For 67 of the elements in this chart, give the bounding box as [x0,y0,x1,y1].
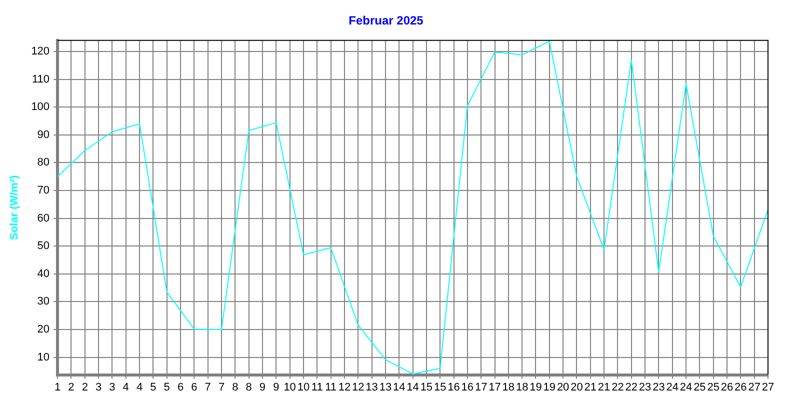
x-tick-label: 18 [502,381,515,394]
x-tick-label: 3 [95,381,102,394]
y-tick-label: 70 [37,184,50,197]
x-tick-label: 5 [150,381,156,394]
y-tick-label: 40 [37,268,50,280]
x-tick-label: 12 [338,381,351,394]
y-tick-label: 20 [37,324,50,336]
x-tick-label: 11 [325,381,337,394]
x-tick-label: 27 [748,381,760,394]
x-tick-label: 6 [191,381,198,394]
x-tick-label: 9 [273,381,280,394]
x-tick-label: 20 [556,381,570,394]
y-tick-label: 50 [37,240,50,252]
chart-title: Februar 2025 [348,14,424,28]
y-axis-title: Solar (W/m²) [8,174,21,240]
x-tick-label: 25 [694,381,706,394]
x-tick-label: 24 [680,381,692,394]
y-tick-label: 80 [37,156,50,169]
x-tick-label: 17 [488,381,501,394]
x-tick-label: 2 [82,381,88,394]
x-tick-label: 26 [734,381,747,394]
x-tick-label: 4 [136,381,143,394]
y-tick-label: 100 [31,101,50,114]
x-tick-label: 13 [379,381,392,394]
x-tick-label: 25 [707,381,720,394]
x-tick-label: 6 [177,381,184,394]
x-tick-label: 23 [638,381,652,394]
y-tick-label: 10 [37,351,50,364]
x-tick-label: 10 [284,381,296,394]
x-tick-label: 19 [530,381,542,394]
x-tick-label: 5 [164,381,170,394]
x-tick-label: 22 [625,381,638,394]
x-tick-label: 15 [434,381,446,394]
x-tick-label: 2 [68,381,74,394]
x-tick-label: 18 [516,381,528,394]
x-tick-label: 14 [406,381,419,394]
x-tick-label: 16 [448,381,460,394]
x-tick-label: 27 [762,381,774,394]
x-tick-label: 19 [543,381,556,394]
x-tick-label: 8 [232,381,238,394]
x-tick-label: 7 [218,381,225,394]
y-tick-label: 120 [31,46,50,58]
x-tick-label: 3 [109,381,116,394]
x-tick-label: 21 [598,381,610,394]
x-tick-label: 1 [54,381,61,394]
x-tick-label: 16 [461,381,474,394]
x-tick-label: 21 [584,381,597,394]
x-tick-label: 24 [666,381,678,394]
x-tick-label: 26 [720,381,734,394]
x-tick-label: 17 [474,381,488,394]
y-tick-label: 60 [37,212,50,224]
x-tick-label: 9 [259,381,266,394]
x-tick-label: 15 [420,381,433,394]
x-tick-label: 12 [352,381,364,394]
x-tick-label: 10 [297,381,310,394]
x-tick-label: 7 [204,381,211,394]
x-tick-label: 13 [366,381,378,394]
y-tick-label: 110 [32,73,50,86]
x-tick-label: 20 [570,381,583,394]
y-tick-label: 30 [37,296,50,308]
x-tick-label: 4 [122,381,129,394]
x-tick-label: 11 [311,381,323,394]
x-tick-label: 22 [612,381,624,394]
y-tick-label: 90 [37,128,50,141]
x-tick-label: 23 [652,381,665,394]
x-tick-label: 8 [246,381,252,394]
x-tick-label: 14 [392,381,406,394]
